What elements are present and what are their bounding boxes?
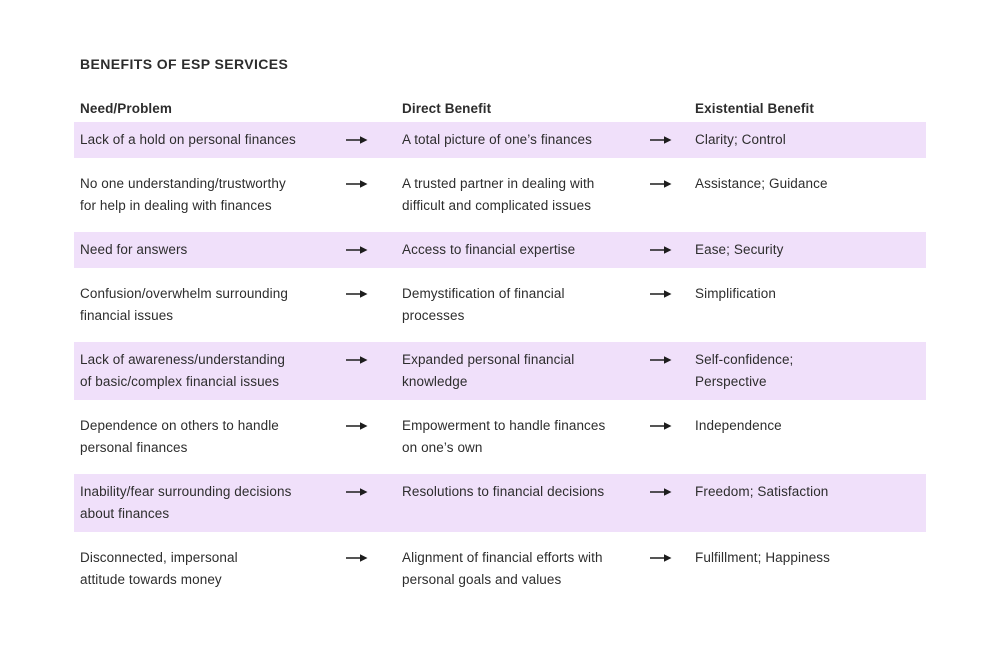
existential-benefit-cell: Freedom; Satisfaction bbox=[695, 484, 829, 499]
table-row: Need for answers Access to financial exp… bbox=[74, 232, 926, 268]
existential-benefit-cell: Simplification bbox=[695, 286, 776, 301]
arrow-right-icon bbox=[650, 283, 695, 327]
column-header-direct-benefit: Direct Benefit bbox=[402, 101, 492, 116]
direct-benefit-cell: A total picture of one’s finances bbox=[402, 132, 592, 147]
direct-benefit-cell: Empowerment to handle finances on one’s … bbox=[402, 418, 606, 455]
header-spacer bbox=[346, 101, 402, 117]
existential-benefit-cell: Independence bbox=[695, 418, 782, 433]
existential-benefit-cell: Clarity; Control bbox=[695, 132, 786, 147]
need-problem-cell: Lack of awareness/understanding of basic… bbox=[80, 352, 285, 389]
arrow-right-icon bbox=[650, 349, 695, 393]
direct-benefit-cell: A trusted partner in dealing with diffic… bbox=[402, 176, 595, 213]
page-title: BENEFITS OF ESP SERVICES bbox=[80, 56, 289, 72]
header-spacer bbox=[650, 101, 695, 117]
column-header-existential-benefit: Existential Benefit bbox=[695, 101, 814, 116]
arrow-right-icon bbox=[346, 547, 402, 591]
arrow-right-icon bbox=[346, 415, 402, 459]
arrow-right-icon bbox=[650, 173, 695, 217]
direct-benefit-cell: Expanded personal financial knowledge bbox=[402, 352, 575, 389]
table-row: Inability/fear surrounding decisions abo… bbox=[74, 474, 926, 532]
table-row: No one understanding/trustworthy for hel… bbox=[74, 166, 926, 224]
arrow-right-icon bbox=[346, 349, 402, 393]
table-row: Disconnected, impersonal attitude toward… bbox=[74, 540, 926, 598]
need-problem-cell: Inability/fear surrounding decisions abo… bbox=[80, 484, 292, 521]
direct-benefit-cell: Resolutions to financial decisions bbox=[402, 484, 605, 499]
arrow-right-icon bbox=[650, 481, 695, 525]
table-row: Dependence on others to handle personal … bbox=[74, 408, 926, 466]
need-problem-cell: Confusion/overwhelm surrounding financia… bbox=[80, 286, 288, 323]
arrow-right-icon bbox=[346, 129, 402, 151]
benefits-table: BENEFITS OF ESP SERVICES Need/Problem Di… bbox=[74, 56, 926, 606]
need-problem-cell: Dependence on others to handle personal … bbox=[80, 418, 279, 455]
existential-benefit-cell: Fulfillment; Happiness bbox=[695, 550, 831, 565]
arrow-right-icon bbox=[346, 481, 402, 525]
table-row: Lack of awareness/understanding of basic… bbox=[74, 342, 926, 400]
arrow-right-icon bbox=[650, 239, 695, 261]
need-problem-cell: Need for answers bbox=[80, 242, 188, 257]
existential-benefit-cell: Assistance; Guidance bbox=[695, 176, 828, 191]
column-header-need-problem: Need/Problem bbox=[80, 101, 172, 116]
need-problem-cell: Lack of a hold on personal finances bbox=[80, 132, 296, 147]
table-row: Confusion/overwhelm surrounding financia… bbox=[74, 276, 926, 334]
arrow-right-icon bbox=[650, 415, 695, 459]
existential-benefit-cell: Self-confidence; Perspective bbox=[695, 352, 794, 389]
direct-benefit-cell: Demystification of financial processes bbox=[402, 286, 565, 323]
table-row: Lack of a hold on personal finances A to… bbox=[74, 122, 926, 158]
arrow-right-icon bbox=[650, 129, 695, 151]
need-problem-cell: Disconnected, impersonal attitude toward… bbox=[80, 550, 238, 587]
direct-benefit-cell: Access to financial expertise bbox=[402, 242, 576, 257]
arrow-right-icon bbox=[650, 547, 695, 591]
table-header-row: Need/Problem Direct Benefit Existential … bbox=[74, 101, 926, 117]
arrow-right-icon bbox=[346, 173, 402, 217]
direct-benefit-cell: Alignment of financial efforts with pers… bbox=[402, 550, 603, 587]
need-problem-cell: No one understanding/trustworthy for hel… bbox=[80, 176, 286, 213]
arrow-right-icon bbox=[346, 239, 402, 261]
arrow-right-icon bbox=[346, 283, 402, 327]
existential-benefit-cell: Ease; Security bbox=[695, 242, 784, 257]
